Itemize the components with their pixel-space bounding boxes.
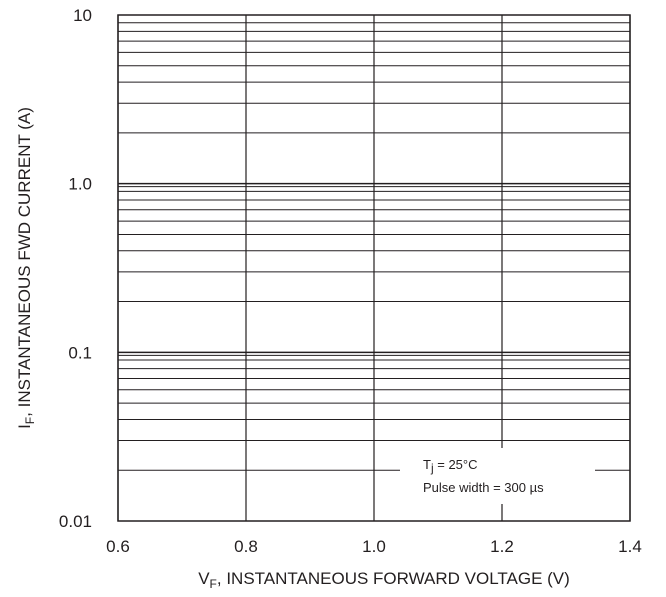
y-tick-label: 1.0: [68, 175, 92, 194]
y-tick-label: 0.1: [68, 343, 92, 362]
x-tick-label: 1.0: [362, 537, 386, 556]
x-tick-label: 1.2: [490, 537, 514, 556]
x-tick-label: 0.8: [234, 537, 258, 556]
annotation-pulse-width: Pulse width = 300 µs: [423, 480, 544, 495]
y-tick-label: 0.01: [59, 512, 92, 531]
x-tick-label: 0.6: [106, 537, 130, 556]
grid: [118, 15, 630, 521]
y-tick-label: 10: [73, 6, 92, 25]
y-axis-title: IF, INSTANTANEOUS FWD CURRENT (A): [15, 107, 37, 429]
x-tick-label: 1.4: [618, 537, 642, 556]
x-axis-title: VF, INSTANTANEOUS FORWARD VOLTAGE (V): [198, 569, 570, 591]
